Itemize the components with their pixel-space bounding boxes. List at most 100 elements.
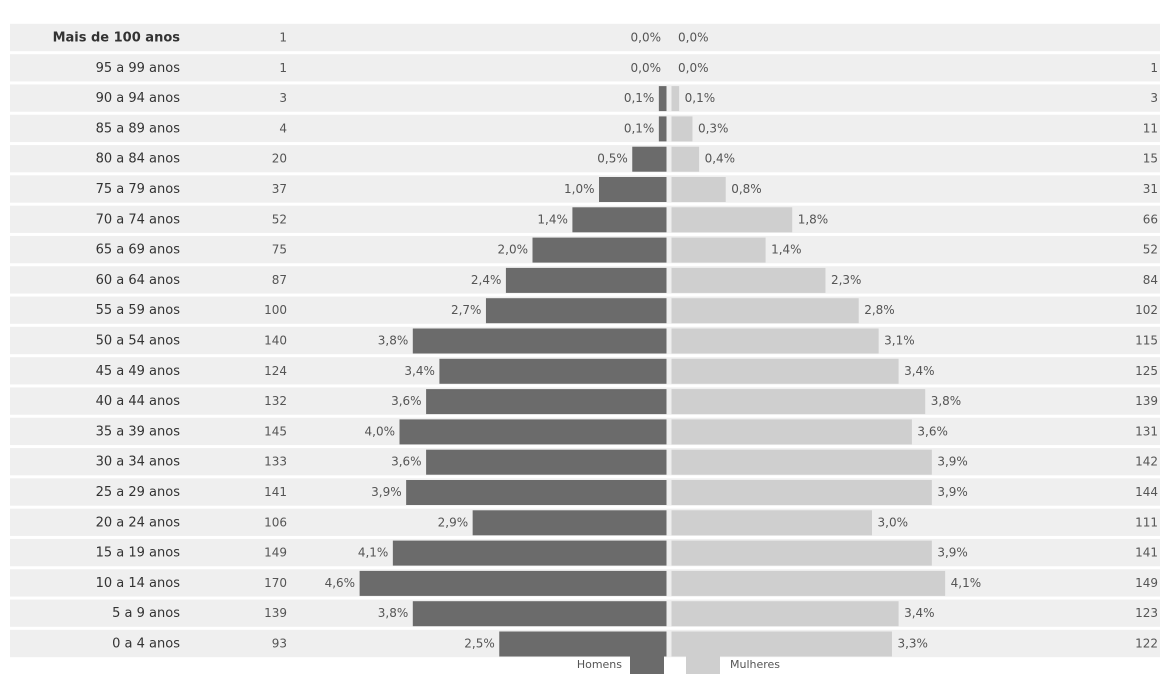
value-label: 4,6% bbox=[325, 576, 356, 590]
legend-swatch bbox=[686, 656, 720, 674]
age-label: 80 a 84 anos bbox=[96, 152, 181, 167]
bar-homens bbox=[658, 116, 667, 142]
count-label: 125 bbox=[1135, 364, 1158, 378]
bar-homens bbox=[505, 267, 667, 293]
count-label: 87 bbox=[272, 273, 287, 287]
row-band bbox=[10, 54, 1160, 82]
bar-mulheres bbox=[671, 358, 899, 384]
age-label: 25 a 29 anos bbox=[96, 485, 181, 500]
age-label: 85 a 89 anos bbox=[96, 121, 181, 136]
value-label: 0,0% bbox=[631, 31, 662, 45]
age-label: 30 a 34 anos bbox=[96, 455, 181, 470]
value-label: 3,6% bbox=[391, 394, 422, 408]
count-label: 106 bbox=[264, 515, 287, 529]
count-label: 131 bbox=[1135, 424, 1158, 438]
bar-mulheres bbox=[671, 328, 879, 354]
count-label: 75 bbox=[272, 243, 287, 257]
value-label: 0,8% bbox=[731, 182, 762, 196]
count-label: 133 bbox=[264, 455, 287, 469]
age-label: 40 a 44 anos bbox=[96, 394, 181, 409]
value-label: 3,0% bbox=[878, 515, 909, 529]
value-label: 2,8% bbox=[864, 303, 895, 317]
count-label: 139 bbox=[264, 606, 287, 620]
count-label: 11 bbox=[1143, 121, 1158, 135]
bar-mulheres bbox=[671, 267, 826, 293]
bar-mulheres bbox=[671, 389, 926, 415]
count-label: 93 bbox=[272, 637, 287, 651]
row-band bbox=[10, 114, 1160, 143]
value-label: 4,1% bbox=[951, 576, 982, 590]
count-label: 37 bbox=[272, 182, 287, 196]
count-label: 124 bbox=[264, 364, 287, 378]
age-label: 5 a 9 anos bbox=[112, 606, 180, 621]
value-label: 0,4% bbox=[705, 152, 736, 166]
bar-mulheres bbox=[671, 86, 680, 112]
value-label: 0,5% bbox=[597, 152, 628, 166]
value-label: 3,9% bbox=[937, 455, 968, 469]
value-label: 1,0% bbox=[564, 182, 595, 196]
count-label: 31 bbox=[1143, 182, 1158, 196]
bar-homens bbox=[599, 177, 667, 202]
value-label: 1,4% bbox=[537, 212, 568, 226]
bar-mulheres bbox=[671, 570, 946, 596]
bar-homens bbox=[412, 601, 667, 627]
value-label: 0,1% bbox=[624, 91, 655, 105]
count-label: 123 bbox=[1135, 606, 1158, 620]
value-label: 3,9% bbox=[937, 485, 968, 499]
bar-homens bbox=[426, 389, 667, 415]
count-label: 84 bbox=[1143, 273, 1158, 287]
bar-homens bbox=[572, 207, 667, 233]
age-label: 20 a 24 anos bbox=[96, 515, 181, 530]
value-label: 2,7% bbox=[451, 303, 482, 317]
count-label: 52 bbox=[272, 212, 287, 226]
count-label: 1 bbox=[1150, 61, 1158, 75]
legend-label: Mulheres bbox=[730, 658, 780, 671]
count-label: 66 bbox=[1143, 212, 1158, 226]
age-label: 50 a 54 anos bbox=[96, 334, 181, 349]
value-label: 0,3% bbox=[698, 121, 729, 135]
count-label: 3 bbox=[1150, 91, 1158, 105]
age-label: 0 a 4 anos bbox=[112, 637, 180, 652]
count-label: 141 bbox=[264, 485, 287, 499]
row-band bbox=[10, 23, 1160, 52]
row-band bbox=[10, 175, 1160, 203]
value-label: 3,8% bbox=[931, 394, 962, 408]
bar-mulheres bbox=[671, 540, 932, 566]
bar-homens bbox=[359, 570, 667, 596]
bar-mulheres bbox=[671, 480, 932, 505]
age-label: 10 a 14 anos bbox=[96, 576, 181, 591]
age-label: 65 a 69 anos bbox=[96, 243, 181, 258]
legend-swatch bbox=[630, 656, 664, 674]
value-label: 2,5% bbox=[464, 637, 495, 651]
count-label: 1 bbox=[279, 31, 287, 45]
row-band bbox=[10, 145, 1160, 173]
value-label: 3,1% bbox=[884, 334, 915, 348]
value-label: 4,1% bbox=[358, 546, 389, 560]
value-label: 4,0% bbox=[365, 424, 396, 438]
count-label: 145 bbox=[264, 424, 287, 438]
bar-homens bbox=[532, 237, 667, 263]
age-label: 35 a 39 anos bbox=[96, 424, 181, 439]
count-label: 149 bbox=[1135, 576, 1158, 590]
count-label: 52 bbox=[1143, 243, 1158, 257]
bar-mulheres bbox=[671, 146, 700, 172]
bar-homens bbox=[406, 480, 667, 505]
value-label: 0,0% bbox=[678, 31, 709, 45]
bar-mulheres bbox=[671, 449, 932, 475]
value-label: 3,9% bbox=[371, 485, 402, 499]
value-label: 2,9% bbox=[438, 515, 469, 529]
count-label: 4 bbox=[279, 121, 287, 135]
count-label: 20 bbox=[272, 152, 287, 166]
bar-mulheres bbox=[671, 419, 912, 445]
bar-homens bbox=[658, 86, 667, 112]
count-label: 115 bbox=[1135, 334, 1158, 348]
bar-homens bbox=[412, 328, 667, 354]
value-label: 0,0% bbox=[631, 61, 662, 75]
count-label: 140 bbox=[264, 334, 287, 348]
count-label: 3 bbox=[279, 91, 287, 105]
count-label: 111 bbox=[1135, 515, 1158, 529]
count-label: 1 bbox=[279, 61, 287, 75]
value-label: 3,6% bbox=[917, 424, 948, 438]
bar-homens bbox=[392, 540, 667, 566]
count-label: 139 bbox=[1135, 394, 1158, 408]
